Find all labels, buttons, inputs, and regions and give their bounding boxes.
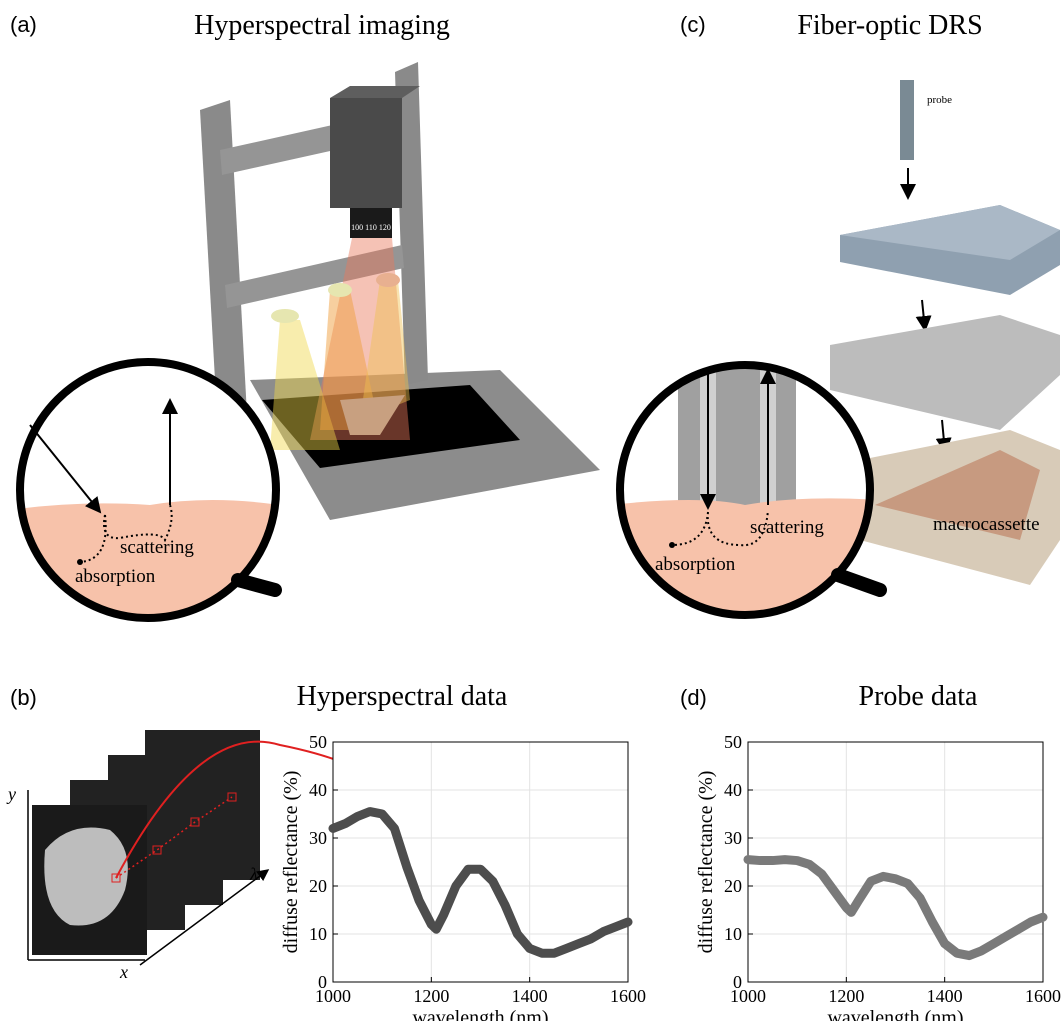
axis-symbol: x [119,962,128,982]
annotation: macrocassette [933,514,1040,535]
y-axis-label: diffuse reflectance (%) [280,771,302,954]
x-tick-label: 1400 [512,986,548,1006]
magnifier-c: scattering absorption [610,360,880,640]
lens-scale: 100 110 120 [351,223,391,232]
x-tick-label: 1000 [315,986,351,1006]
panel-label: (a) [10,12,37,37]
y-tick-label: 10 [309,924,327,944]
annotation: absorption [655,554,736,575]
y-tick-label: 10 [724,924,742,944]
y-tick-label: 40 [724,780,742,800]
x-tick-label: 1200 [413,986,449,1006]
y-tick-label: 30 [724,828,742,848]
chart-title: Hyperspectral data [297,681,508,712]
x-tick-label: 1600 [1025,986,1061,1006]
axis-symbol: y [6,784,16,804]
chart-title: Probe data [859,681,979,712]
y-tick-label: 50 [309,732,327,752]
y-tick-label: 30 [309,828,327,848]
annotation: probe [927,94,952,106]
x-axis-label: wavelength (nm) [827,1007,963,1021]
y-tick-label: 50 [724,732,742,752]
magnifier-a: scattering absorption [10,362,280,640]
x-tick-label: 1200 [828,986,864,1006]
x-tick-label: 1000 [730,986,766,1006]
x-axis-label: wavelength (nm) [412,1007,548,1021]
panel-label: (c) [680,12,706,37]
x-tick-label: 1600 [610,986,646,1006]
axis-symbol: λ [249,864,258,884]
y-tick-label: 20 [309,876,327,896]
annotation: scattering [120,537,194,558]
x-tick-label: 1400 [927,986,963,1006]
panel-title: Hyperspectral imaging [194,10,450,41]
y-axis-label: diffuse reflectance (%) [695,771,717,954]
annotation: absorption [75,566,156,587]
annotation: scattering [750,517,824,538]
panel-label: (b) [10,685,37,710]
panel-title: Fiber-optic DRS [797,10,982,41]
panel-label: (d) [680,685,707,710]
y-tick-label: 40 [309,780,327,800]
figure: (a) Hyperspectral imaging (c) Fiber-opti… [0,0,1063,1021]
y-tick-label: 20 [724,876,742,896]
